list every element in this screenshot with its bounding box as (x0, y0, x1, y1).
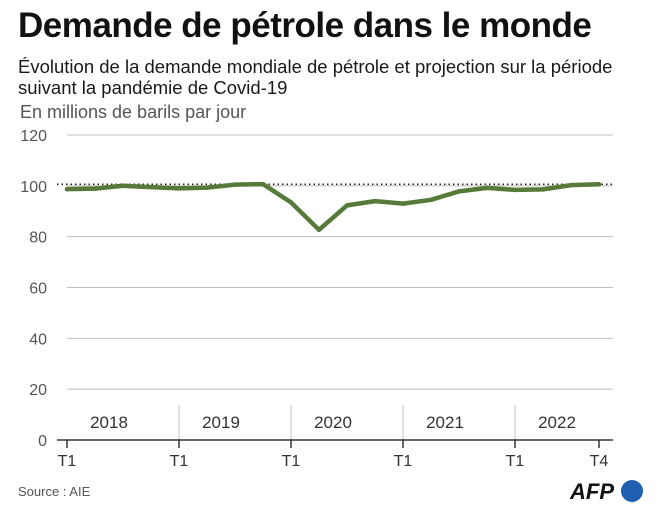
data-point (260, 181, 266, 187)
chart-subtitle: Évolution de la demande mondiale de pétr… (18, 56, 613, 98)
y-tick-label: 80 (29, 230, 47, 247)
series-line-0 (64, 181, 602, 233)
data-point (484, 185, 490, 191)
data-point (316, 227, 322, 233)
data-point (64, 186, 70, 192)
data-point (148, 184, 154, 190)
data-point (372, 198, 378, 204)
chart-title: Demande de pétrole dans le monde (18, 6, 592, 45)
data-point (344, 203, 350, 208)
afp-logo: AFP (570, 479, 643, 504)
y-tick-label: 60 (29, 281, 47, 298)
afp-logo-circle (621, 480, 643, 502)
x-tick-label: T4 (590, 453, 609, 470)
data-point (400, 201, 406, 206)
data-point (568, 182, 574, 188)
y-tick-label: 100 (20, 179, 47, 196)
x-tick-label: T1 (282, 453, 301, 470)
x-tick-label: T1 (58, 453, 77, 470)
data-point (120, 183, 126, 189)
year-labels: 2018 2019 2020 2021 2022 (90, 405, 576, 440)
data-point (596, 182, 602, 187)
year-label: 2022 (538, 413, 576, 432)
data-point (512, 187, 518, 193)
year-label: 2020 (314, 413, 352, 432)
data-point (232, 182, 238, 187)
data-point (288, 200, 294, 205)
y-tick-label: 40 (29, 331, 47, 348)
x-tick-label: T1 (506, 453, 525, 470)
y-tick-label: 20 (29, 382, 47, 399)
y-tick-labels: 0 20 40 60 80 100 120 (20, 128, 47, 450)
year-label: 2018 (90, 413, 128, 432)
x-axis: T1 T1 T1 T1 T1 T4 (57, 439, 613, 470)
series-group (64, 181, 602, 233)
data-point (428, 197, 434, 203)
y-axis-unit-label: En millions de barils par jour (20, 102, 247, 122)
source-note: Source : AIE (18, 484, 91, 499)
x-tick-label: T1 (394, 453, 413, 470)
data-point (456, 189, 462, 194)
x-tick-label: T1 (170, 453, 189, 470)
data-point (92, 186, 98, 191)
data-point (176, 186, 182, 191)
year-label: 2019 (202, 413, 240, 432)
afp-logo-text: AFP (570, 479, 614, 504)
data-point (540, 187, 546, 192)
y-tick-label: 0 (38, 433, 47, 450)
y-tick-label: 120 (20, 128, 47, 145)
year-label: 2021 (426, 413, 464, 432)
data-point (204, 185, 210, 190)
grid-lines (67, 134, 613, 390)
